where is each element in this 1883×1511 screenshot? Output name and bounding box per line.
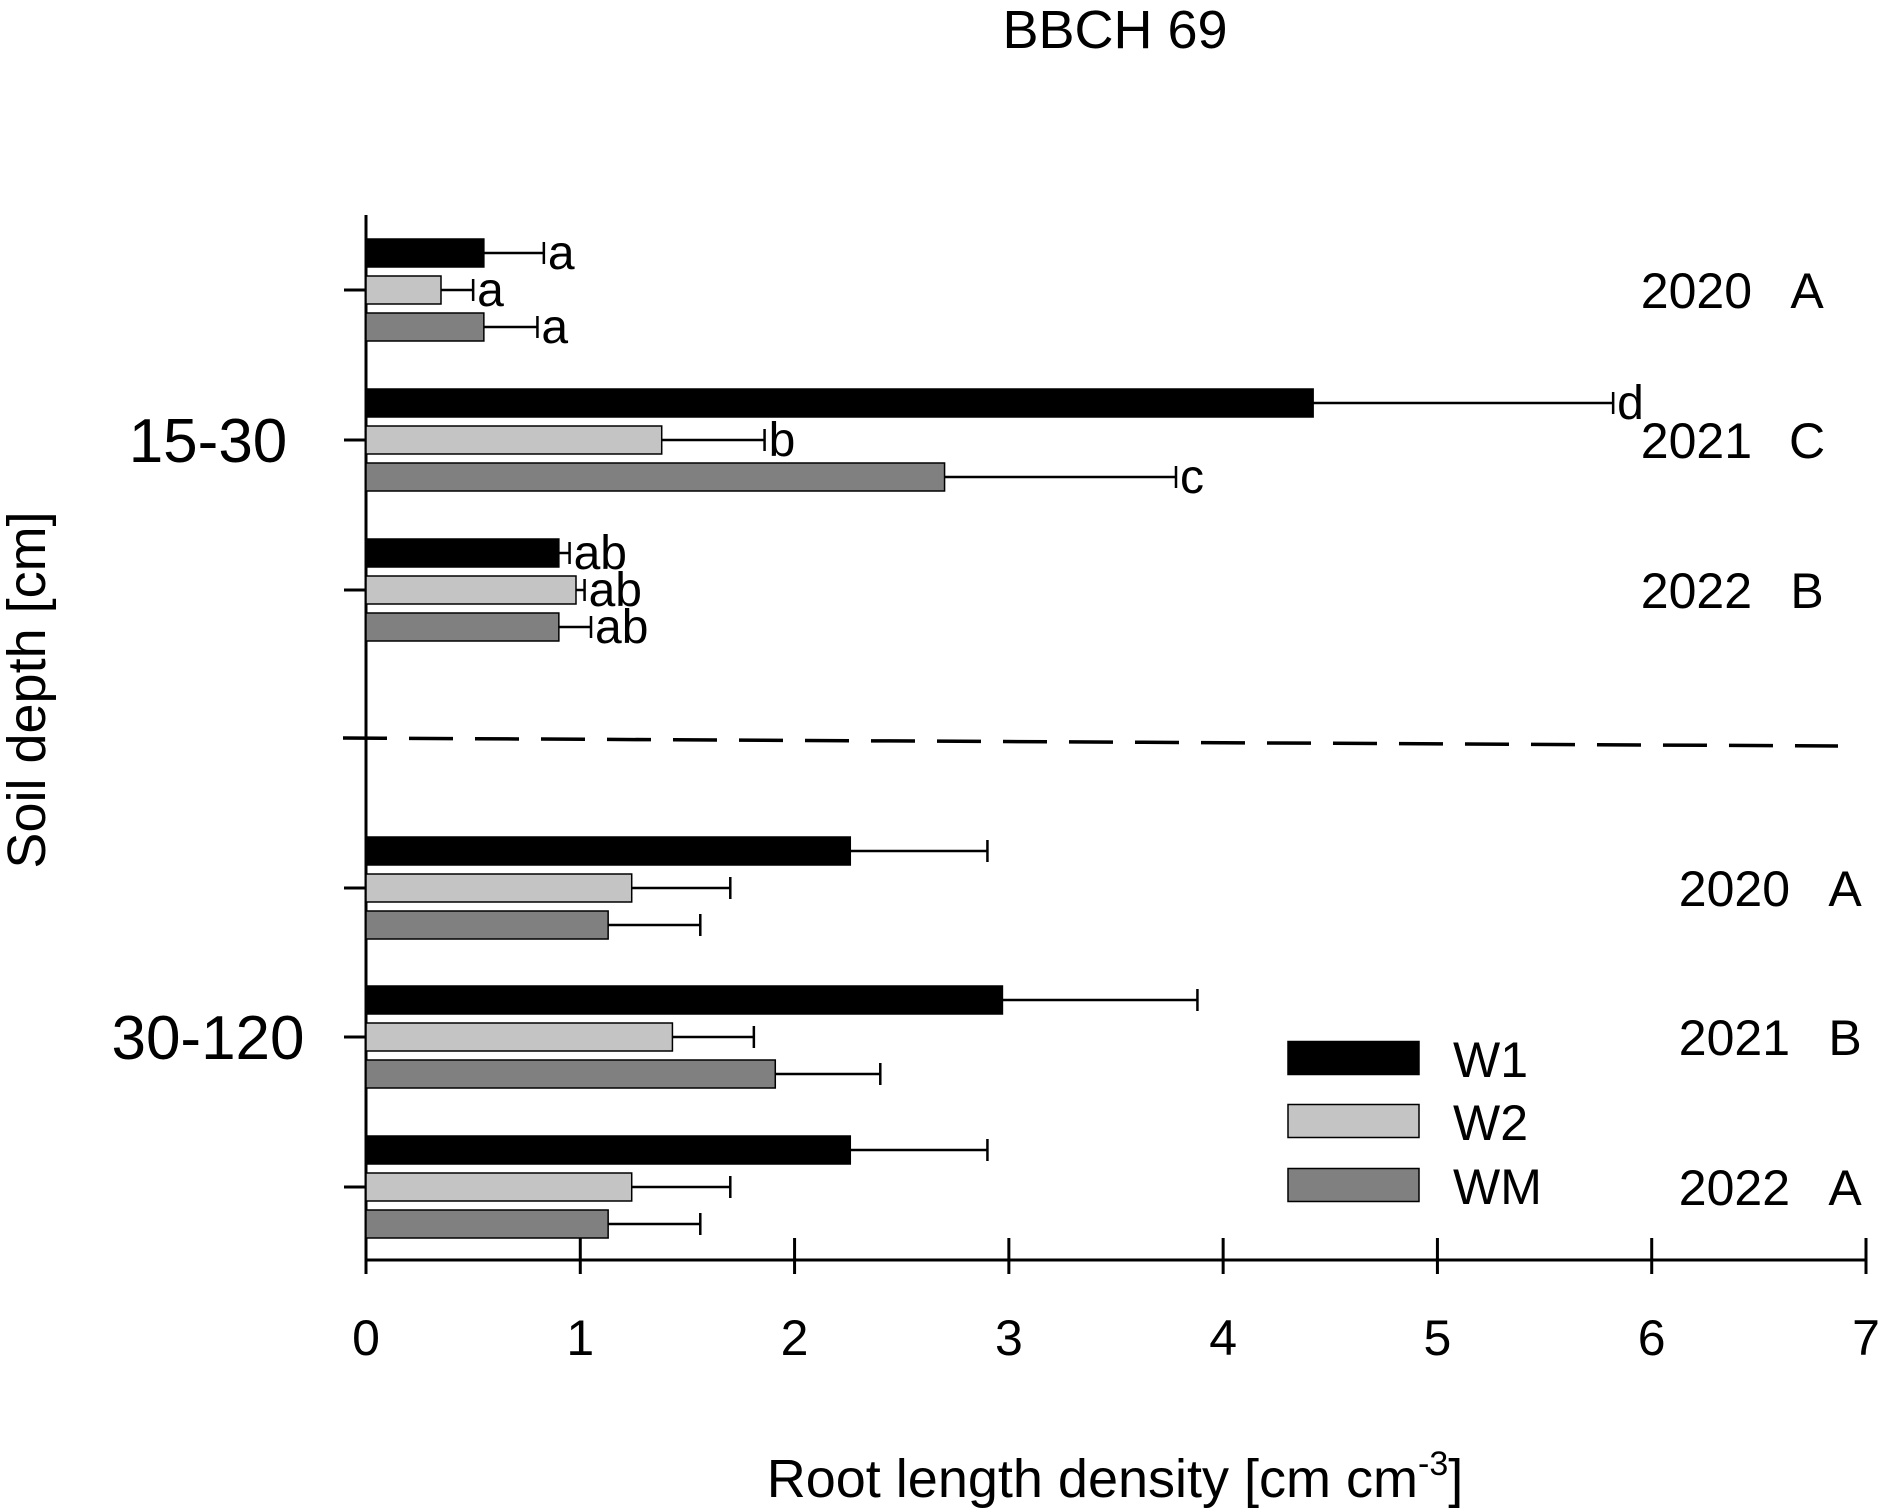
bar-w2 <box>365 575 577 605</box>
bar-wm <box>365 1209 609 1239</box>
significance-label: a <box>477 264 504 317</box>
year-group-letter: C <box>1789 413 1825 469</box>
year-group-letter: B <box>1790 563 1823 619</box>
bar-w1 <box>365 388 1314 418</box>
x-axis-label-suffix: ] <box>1448 1449 1463 1509</box>
significance-label: a <box>541 301 568 354</box>
x-tick-label: 2 <box>781 1310 809 1366</box>
year-label: 2021 <box>1641 413 1752 469</box>
significance-label: d <box>1617 377 1644 430</box>
bar-w2 <box>365 425 663 455</box>
depth-separator-line <box>342 736 1839 748</box>
bar-w1 <box>365 985 1004 1015</box>
legend-label-wm: WM <box>1453 1159 1542 1215</box>
legend-label-w2: W2 <box>1453 1095 1528 1151</box>
depth-label: 30-120 <box>111 1004 304 1073</box>
bar-w1 <box>365 836 852 866</box>
x-tick-label: 7 <box>1852 1310 1880 1366</box>
year-group-letter: A <box>1790 263 1824 319</box>
bar-w2 <box>365 275 442 305</box>
x-axis-label-main: Root length density [cm cm <box>767 1449 1418 1509</box>
y-axis-label: Soil depth [cm] <box>0 511 57 868</box>
bar-w2 <box>365 1172 633 1202</box>
x-axis-label-superscript: -3 <box>1418 1445 1448 1483</box>
x-tick-label: 3 <box>995 1310 1023 1366</box>
year-label: 2022 <box>1679 1160 1790 1216</box>
legend-swatch-w1 <box>1287 1040 1420 1076</box>
year-group-letter: A <box>1828 861 1862 917</box>
bar-wm <box>365 910 609 940</box>
year-label: 2021 <box>1679 1010 1790 1066</box>
legend-swatch-w2 <box>1287 1103 1420 1139</box>
x-tick-label: 0 <box>352 1310 380 1366</box>
bar-wm <box>365 612 560 642</box>
bar-wm <box>365 312 485 342</box>
x-tick-label: 5 <box>1424 1310 1452 1366</box>
significance-label: b <box>769 414 796 467</box>
year-group-letter: B <box>1828 1010 1861 1066</box>
x-tick-label: 1 <box>566 1310 594 1366</box>
bar-w1 <box>365 1135 852 1165</box>
year-label: 2022 <box>1641 563 1752 619</box>
bar-w1 <box>365 238 485 268</box>
significance-label: a <box>548 227 575 280</box>
significance-label: ab <box>574 527 627 580</box>
x-tick-label: 6 <box>1638 1310 1666 1366</box>
legend: W1 W2 WM <box>1287 1032 1542 1215</box>
significance-label: c <box>1180 451 1204 504</box>
bar-w2 <box>365 873 633 903</box>
bar-w1 <box>365 538 560 568</box>
legend-swatch-wm <box>1287 1167 1420 1203</box>
bar-wm <box>365 1059 777 1089</box>
year-group-letter: A <box>1828 1160 1862 1216</box>
x-tick-label: 4 <box>1209 1310 1237 1366</box>
depth-label: 15-30 <box>129 407 288 476</box>
x-axis-label: Root length density [cm cm-3] <box>767 1445 1464 1509</box>
significance-label: ab <box>595 601 648 654</box>
chart-title: BBCH 69 <box>1002 0 1227 60</box>
significance-label: ab <box>589 564 642 617</box>
year-label: 2020 <box>1641 263 1752 319</box>
year-label: 2020 <box>1679 861 1790 917</box>
bar-w2 <box>365 1022 674 1052</box>
legend-label-w1: W1 <box>1453 1032 1528 1088</box>
bar-wm <box>365 462 946 492</box>
